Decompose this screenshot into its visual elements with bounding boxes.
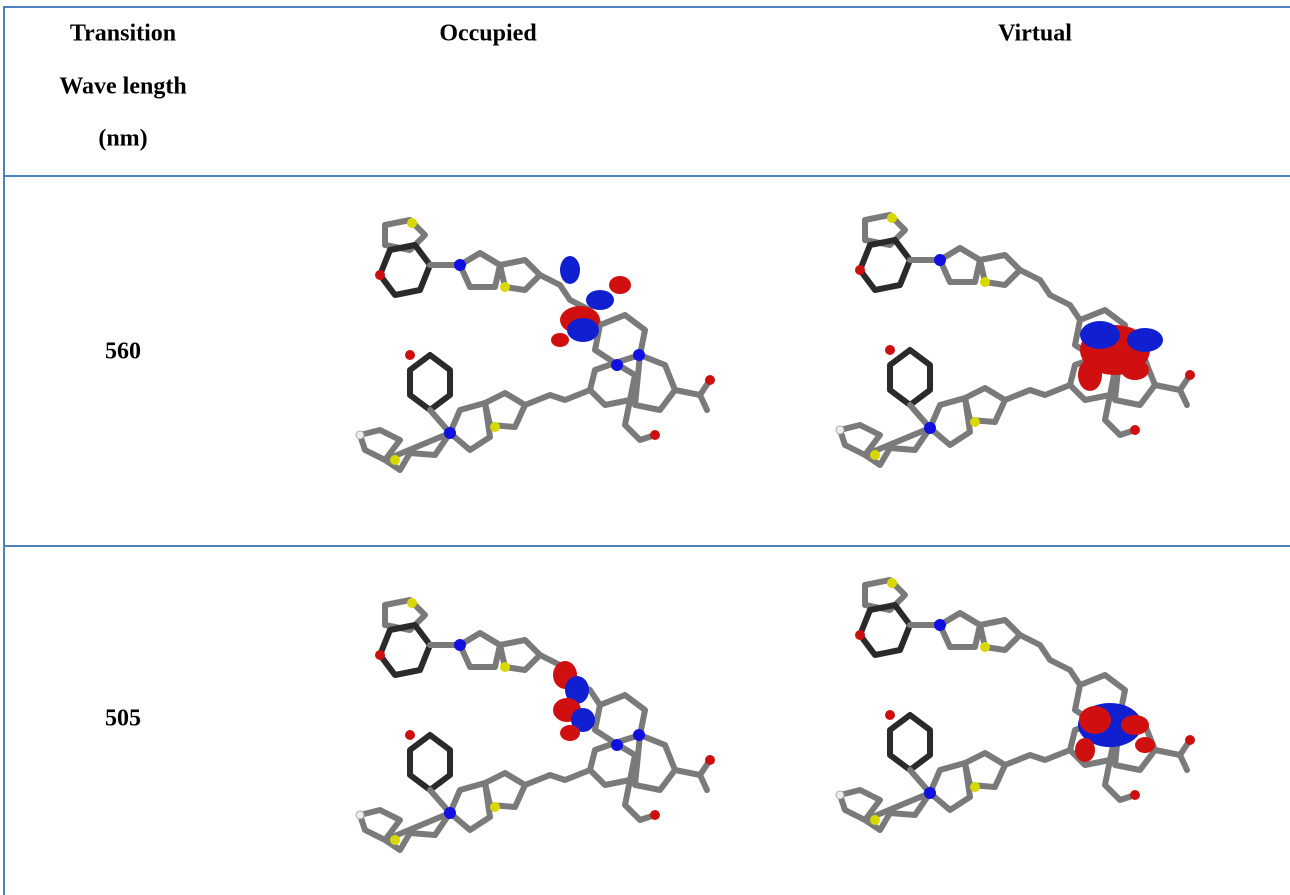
header-text: Virtual — [998, 21, 1072, 47]
header-text: (nm) — [98, 126, 147, 152]
molecule-image — [836, 578, 1195, 830]
wavelength: 505 — [105, 706, 141, 732]
molecule-image — [836, 213, 1195, 465]
header-text: Transition — [70, 21, 176, 47]
molecule-image — [356, 218, 715, 470]
wavelength: 560 — [105, 339, 141, 365]
header-text: Occupied — [439, 21, 537, 47]
molecule-image — [356, 598, 715, 850]
header-text: Wave length — [59, 74, 186, 100]
